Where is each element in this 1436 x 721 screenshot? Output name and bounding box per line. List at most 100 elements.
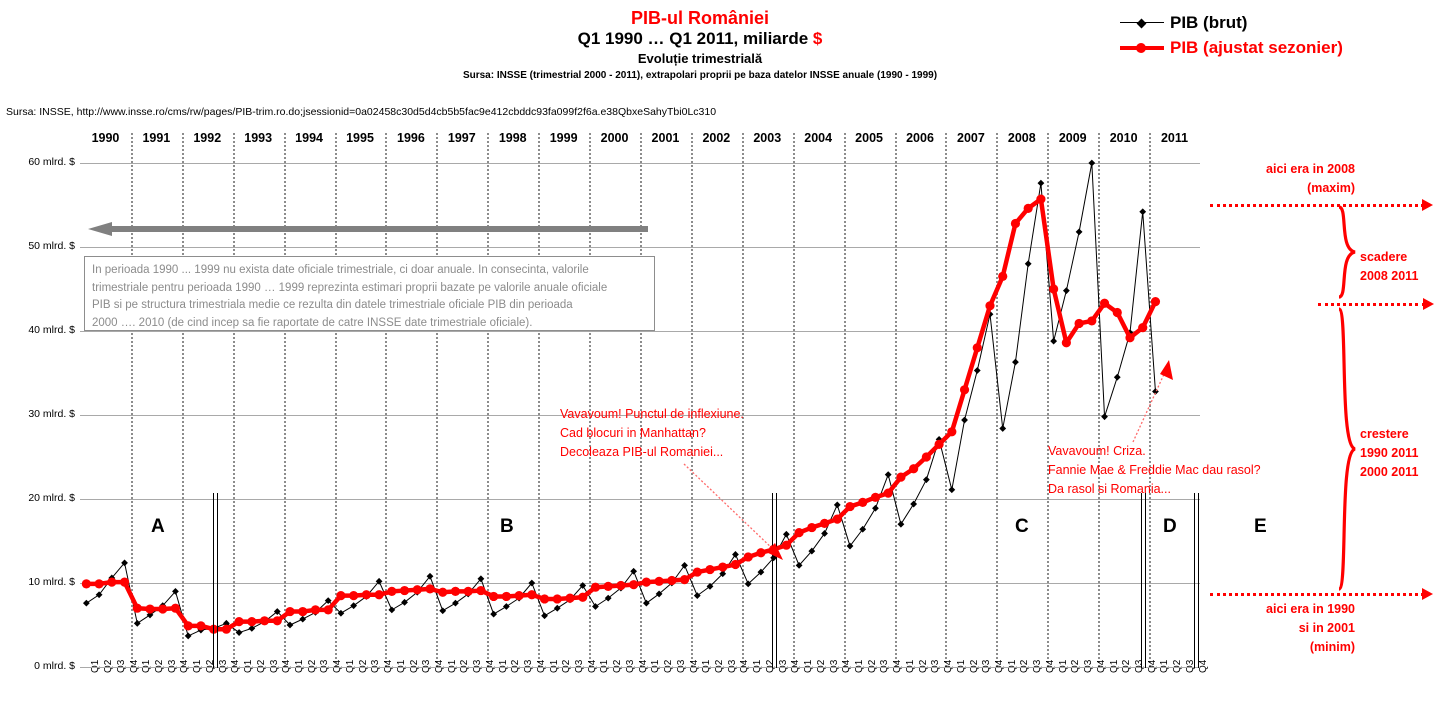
year-label-2000: 2000: [600, 131, 629, 145]
legend-label-ajustat: PIB (ajustat sezonier): [1170, 37, 1343, 57]
year-divider-2003: [741, 133, 744, 667]
note-line-1: In perioada 1990 ... 1999 nu exista date…: [92, 264, 589, 276]
annotation-inflection-line-2: Cad blocuri in Manhattan?: [560, 426, 706, 440]
annotation-max-line-2: (maxim): [1307, 181, 1355, 195]
year-divider-2006: [894, 133, 897, 667]
year-divider-2000: [589, 133, 592, 667]
region-letter-e: E: [1254, 516, 1267, 537]
annotation-max-2008: aici era in 2008 (maxim): [1200, 160, 1355, 198]
annotation-crestere-line-1: crestere: [1360, 427, 1409, 441]
dotted-arrow-min-icon: [1210, 588, 1435, 600]
year-label-2003: 2003: [753, 131, 782, 145]
year-label-1999: 1999: [549, 131, 578, 145]
arrow-criza-icon: [1132, 360, 1173, 443]
annotation-criza-line-3: Da rasol si Romania...: [1048, 482, 1171, 496]
year-divider-1994: [283, 133, 286, 667]
year-divider-2004: [792, 133, 795, 667]
year-divider-2005: [843, 133, 846, 667]
gray-left-arrow-icon: [88, 222, 648, 236]
year-divider-1997: [436, 133, 439, 667]
legend-marker-black-diamond-icon: [1120, 16, 1164, 30]
year-label-2004: 2004: [804, 131, 833, 145]
year-divider-2009: [1047, 133, 1050, 667]
chart-subtitle-text: Q1 1990 … Q1 2011, miliarde: [577, 29, 813, 48]
annotation-crestere-line-3: 2000 2011: [1360, 465, 1419, 479]
dollar-symbol: $: [812, 29, 823, 48]
year-label-2011: 2011: [1160, 131, 1189, 145]
y-tick-label-20: 20 mlrd. $: [28, 492, 75, 504]
annotation-scadere-line-2: 2008 2011: [1360, 269, 1419, 283]
annotation-min-line-1: aici era in 1990: [1266, 602, 1355, 616]
region-letter-c: C: [1015, 516, 1029, 537]
year-divider-1993: [232, 133, 235, 667]
year-divider-1996: [385, 133, 388, 667]
year-label-2010: 2010: [1109, 131, 1138, 145]
annotation-crestere-line-2: 1990 2011: [1360, 446, 1419, 460]
dotted-arrow-mid-icon: [1318, 298, 1436, 310]
year-label-1990: 1990: [91, 131, 120, 145]
legend-item-brut[interactable]: PIB (brut): [1120, 10, 1343, 35]
legend-label-brut: PIB (brut): [1170, 12, 1248, 32]
annotation-min-line-2: si in 2001: [1298, 621, 1355, 635]
annotation-min-line-3: (minim): [1309, 640, 1355, 654]
region-letter-a: A: [151, 516, 165, 537]
y-tick-label-40: 40 mlrd. $: [28, 324, 75, 336]
year-divider-2008: [996, 133, 999, 667]
brace-crestere-icon: [1336, 307, 1358, 592]
chart-source-note: Sursa: INSSE (trimestrial 2000 - 2011), …: [462, 70, 938, 81]
plot-area: 0 mlrd. $ 10 mlrd. $ 20 mlrd. $ 30 mlrd. $ 4…: [28, 131, 1266, 673]
y-tick-label-50: 50 mlrd. $: [28, 240, 75, 252]
annotation-criza-line-2: Fannie Mae & Freddie Mac dau rasol?: [1048, 463, 1261, 477]
marker-double-line-1992: [213, 493, 218, 668]
annotation-inflection-line-3: Decoleaza PIB-ul Romaniei...: [560, 445, 724, 459]
year-label-1995: 1995: [346, 131, 374, 145]
year-divider-2002: [690, 133, 693, 667]
annotation-inflection: Vavavoum! Punctul de inflexiune. Cad blo…: [560, 405, 744, 462]
legend: PIB (brut) PIB (ajustat sezonier): [1120, 10, 1343, 60]
annotation-max-line-1: aici era in 2008: [1266, 162, 1355, 176]
year-divider-2007: [945, 133, 948, 667]
series-ajustat-sezonier: [81, 194, 1161, 634]
legend-marker-red-circle-icon: [1120, 41, 1164, 55]
region-letter-b: B: [500, 516, 514, 537]
marker-double-line-2002: [772, 493, 777, 668]
note-line-4: 2000 …. 2010 (de cind incep sa fie rapor…: [92, 316, 533, 329]
annotation-scadere-line-1: scadere: [1360, 250, 1408, 264]
annotation-criza: Vavavoum! Criza. Fannie Mae & Freddie Ma…: [1048, 442, 1261, 499]
marker-double-line-2009: [1194, 493, 1199, 668]
annotation-inflection-line-1: Vavavoum! Punctul de inflexiune.: [560, 407, 744, 421]
year-divider-1992: [181, 133, 184, 667]
year-label-1991: 1991: [142, 131, 171, 145]
dotted-arrow-max-icon: [1210, 199, 1435, 211]
arrow-inflection-icon: [683, 463, 783, 560]
year-label-2006: 2006: [906, 131, 934, 145]
y-tick-label-10: 10 mlrd. $: [28, 576, 75, 588]
year-divider-1999: [538, 133, 541, 667]
y-tick-label-0: 0 mlrd. $: [34, 660, 75, 672]
year-label-2002: 2002: [702, 131, 731, 145]
annotation-crestere: crestere 1990 2011 2000 2011: [1360, 425, 1418, 482]
year-divider-2001: [640, 133, 642, 667]
y-tick-label-30: 30 mlrd. $: [28, 408, 75, 420]
year-label-1997: 1997: [447, 131, 476, 145]
year-label-1992: 1992: [193, 131, 222, 145]
region-letter-d: D: [1163, 516, 1177, 537]
methodology-note-box: In perioada 1990 ... 1999 nu exista date…: [84, 256, 655, 331]
year-label-2008: 2008: [1007, 131, 1036, 145]
chart-subtitle-2: Evoluție trimestrială: [637, 51, 763, 66]
year-divider-2010: [1098, 133, 1101, 667]
legend-item-ajustat[interactable]: PIB (ajustat sezonier): [1120, 35, 1343, 60]
title-block: PIB-ul României Q1 1990 … Q1 2011, milia…: [370, 8, 1030, 83]
y-tick-label-60: 60 mlrd. $: [28, 156, 75, 168]
annotation-criza-line-1: Vavavoum! Criza.: [1048, 444, 1146, 458]
marker-double-line-2008: [1141, 493, 1146, 668]
brace-scadere-icon: [1336, 205, 1358, 300]
year-label-1998: 1998: [498, 131, 527, 145]
note-line-2: trimestriale pentru perioada 1990 … 1999…: [92, 281, 608, 294]
source-url-line: Sursa: INSSE, http://www.insse.ro/cms/rw…: [6, 106, 717, 118]
year-divider-1991: [130, 133, 133, 667]
year-label-1996: 1996: [397, 131, 425, 145]
chart-subtitle: Q1 1990 … Q1 2011, miliarde $: [370, 28, 1030, 50]
year-label-2005: 2005: [855, 131, 883, 145]
